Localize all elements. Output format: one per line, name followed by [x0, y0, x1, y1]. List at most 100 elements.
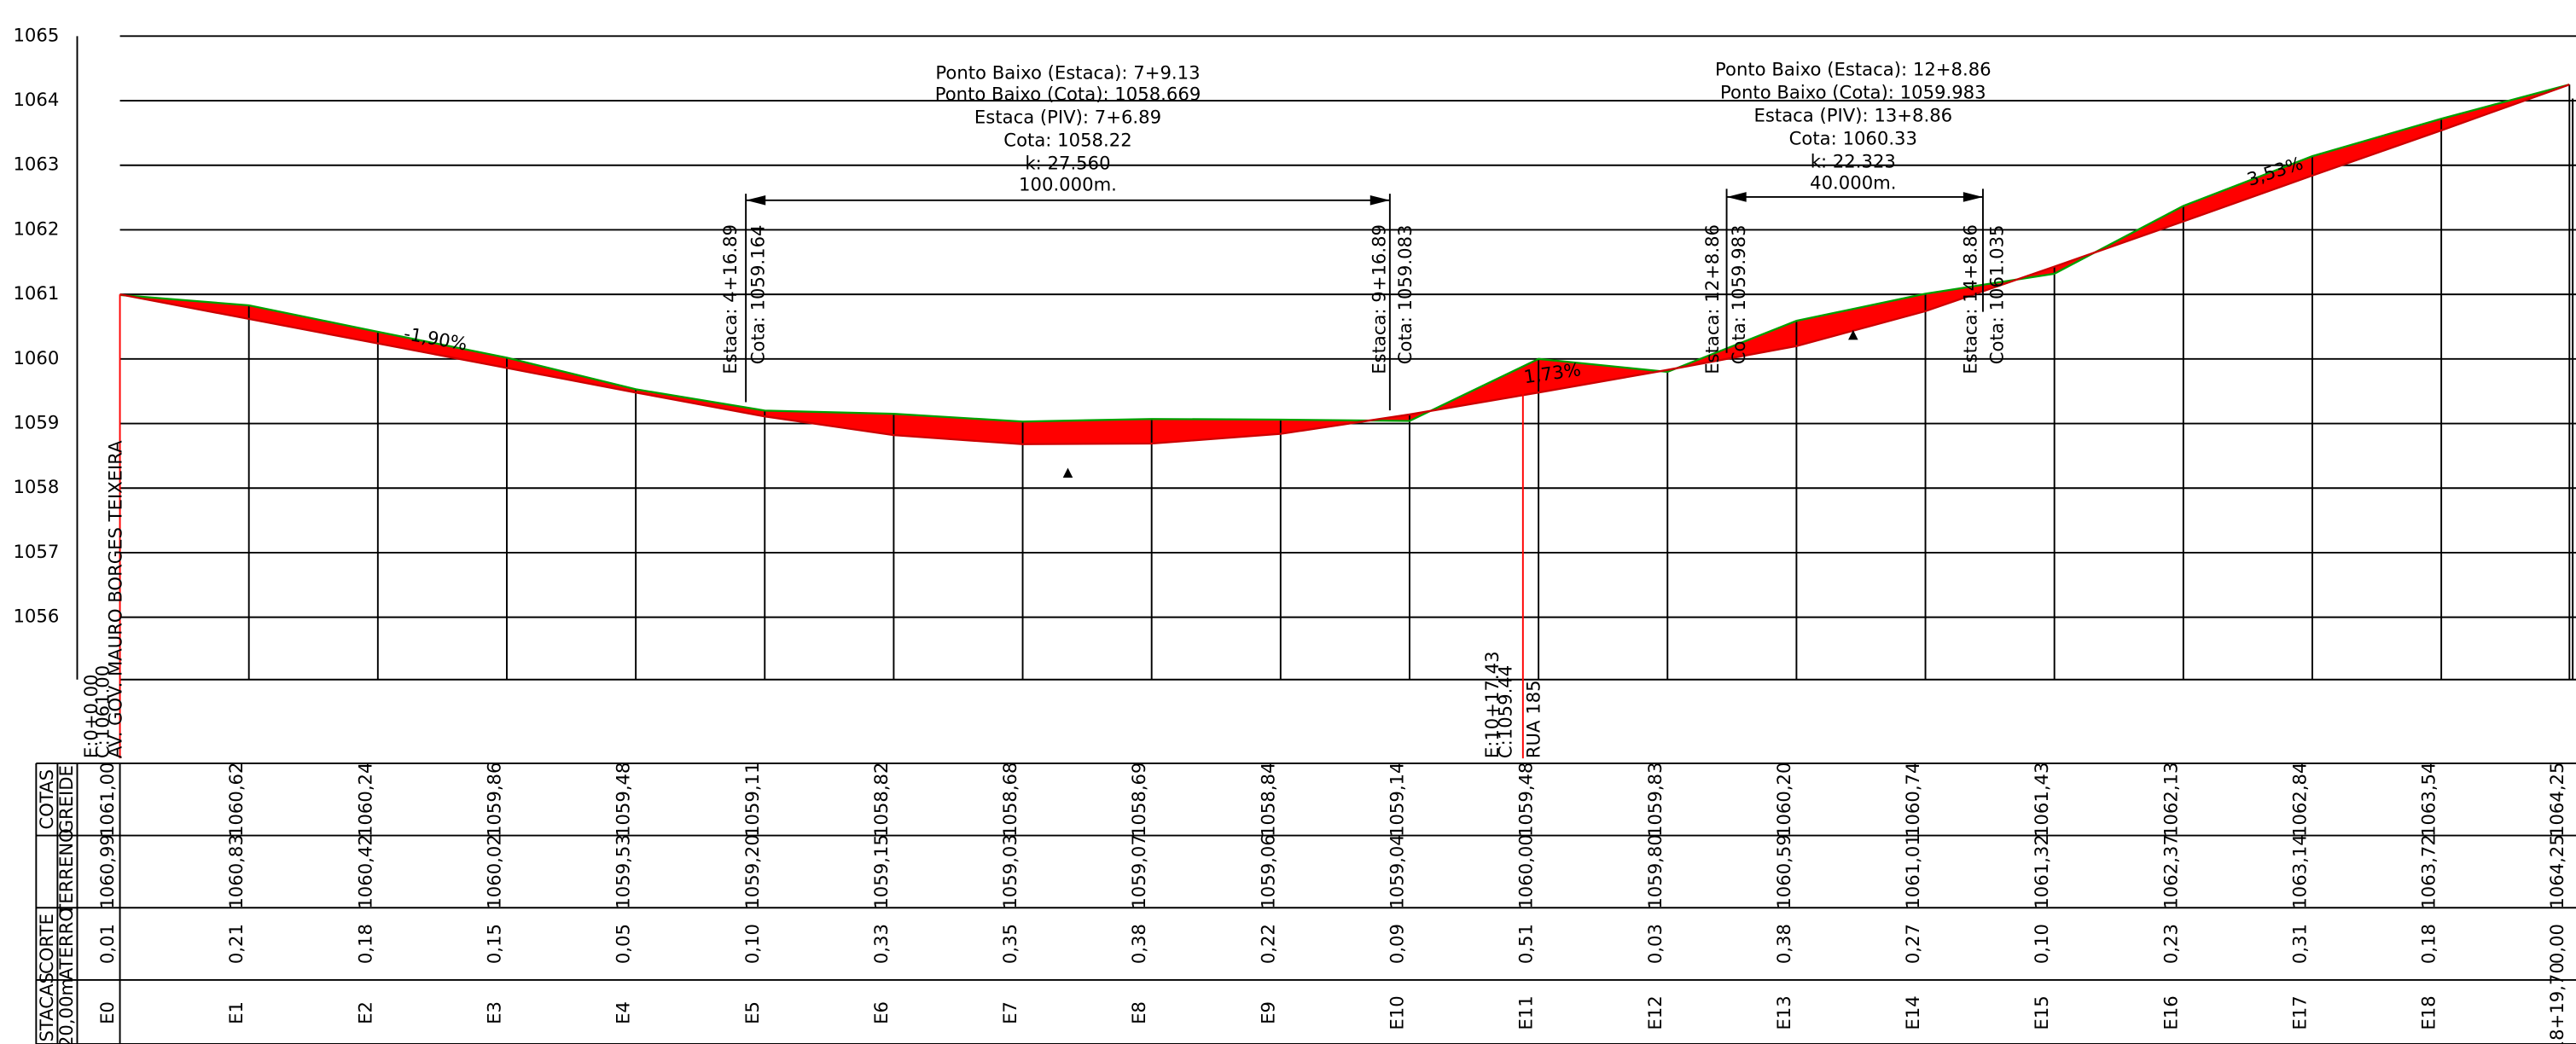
terreno-value: 1059,53 [613, 834, 634, 908]
y-tick-label: 1062 [13, 218, 59, 239]
curve-annotation: 100.000m. [1019, 173, 1117, 194]
reference-label: E:10+17.43 [1481, 651, 1503, 758]
piv-marker [1062, 467, 1073, 478]
greide-value: 1062,84 [2288, 763, 2310, 837]
cut-fill-value: 0,31 [2288, 924, 2310, 964]
greide-value: 1060,62 [225, 763, 247, 837]
station-name: E17 [2288, 995, 2310, 1030]
station-name: E0 [96, 1001, 118, 1024]
greide-value: 1061,43 [2031, 763, 2052, 837]
greide-value: 1061,00 [96, 763, 118, 837]
cut-fill-area [1151, 419, 1281, 444]
terreno-value: 1061,32 [2031, 834, 2052, 908]
y-tick-label: 1057 [13, 541, 59, 562]
greide-value: 1059,48 [1515, 763, 1537, 837]
terreno-value: 1060,02 [483, 834, 504, 908]
curve-annotation: Cota: 1060.33 [1789, 128, 1917, 149]
station-name: E12 [1644, 995, 1666, 1030]
station-name: E5 [741, 1001, 763, 1024]
terreno-value: 1060,59 [1773, 834, 1794, 908]
table-header: TERRENO [55, 828, 77, 916]
terreno-value: 1059,04 [1386, 834, 1407, 908]
station-name: E13 [1773, 995, 1794, 1030]
terreno-value: 1063,14 [2288, 834, 2310, 908]
station-label: Cota: 1059.083 [1394, 225, 1416, 365]
greide-value: 1059,14 [1386, 763, 1407, 837]
cut-fill-area [119, 294, 249, 319]
greide-value: 1060,74 [1902, 763, 1923, 837]
station-name: E2 [354, 1001, 375, 1024]
reference-label: C:1059.44 [1495, 665, 1516, 758]
terrain-line [119, 83, 2570, 423]
y-tick-label: 1058 [13, 476, 59, 497]
cut-fill-value: 0,21 [225, 924, 247, 964]
greide-value: 1064,25 [2546, 763, 2567, 837]
cut-fill-value: 0,33 [870, 924, 892, 964]
terreno-value: 1059,03 [999, 834, 1021, 908]
reference-label: AV. GOV. MAURO BORGES TEIXEIRA [105, 440, 126, 758]
grade-line [119, 84, 2570, 445]
terreno-value: 1061,01 [1902, 834, 1923, 908]
curve-annotation: Ponto Baixo (Cota): 1059.983 [1720, 82, 1986, 103]
y-tick-label: 1063 [13, 154, 59, 175]
dimension-arrow [1726, 192, 1747, 202]
terreno-value: 1060,00 [1515, 834, 1537, 908]
station-name: E16 [2160, 995, 2181, 1030]
cut-fill-value: 0,23 [2160, 924, 2181, 964]
dimension-arrow [1369, 195, 1390, 206]
cut-fill-area [377, 332, 507, 368]
station-label: Cota: 1059.164 [747, 225, 769, 365]
terreno-value: 1062,37 [2160, 834, 2181, 908]
reference-label: C:1061.00 [91, 665, 113, 758]
greide-value: 1063,54 [2418, 763, 2439, 837]
greide-value: 1058,68 [999, 763, 1021, 837]
station-name: E3 [483, 1001, 504, 1024]
station-label: Cota: 1059.983 [1728, 225, 1749, 365]
reference-label: RUA 185 [1522, 680, 1544, 758]
cut-fill-value: 0,10 [741, 924, 763, 964]
curve-annotation: Ponto Baixo (Cota): 1058.669 [935, 84, 1201, 105]
terreno-value: 1059,15 [870, 834, 892, 908]
station-name: E8 [1128, 1001, 1149, 1024]
greide-value: 1060,24 [354, 763, 375, 837]
cut-fill-value: 0,51 [1515, 924, 1537, 964]
station-name: E9 [1257, 1001, 1278, 1024]
station-label: Estaca: 12+8.86 [1701, 224, 1723, 374]
curve-annotation: Estaca (PIV): 13+8.86 [1754, 105, 1953, 126]
station-label: Cota: 1061.035 [1986, 225, 2007, 365]
cut-fill-area [248, 305, 378, 344]
curve-annotation: Ponto Baixo (Estaca): 12+8.86 [1715, 59, 1992, 80]
dimension-arrow [1963, 192, 1983, 202]
station-label: Estaca: 4+16.89 [719, 224, 741, 374]
station-name: E11 [1515, 995, 1537, 1030]
curve-annotation: 40.000m. [1810, 172, 1896, 194]
curve-annotation: k: 22.323 [1811, 151, 1896, 172]
cut-fill-area [1538, 358, 1668, 393]
greide-value: 1058,84 [1257, 763, 1278, 837]
table-header: ESTACAS [36, 972, 57, 1044]
y-tick-label: 1064 [13, 89, 59, 110]
cut-fill-area [2311, 119, 2442, 176]
cut-fill-area [1796, 293, 1926, 346]
station-name: E15 [2031, 995, 2052, 1030]
cut-fill-area [1022, 419, 1152, 444]
station-name: E6 [870, 1001, 892, 1024]
cut-fill-value: 0,01 [96, 924, 118, 964]
piv-marker [1848, 329, 1858, 340]
cut-fill-value: 0,38 [1773, 924, 1794, 964]
terreno-value: 1060,42 [354, 834, 375, 908]
cut-fill-value: 0,03 [1644, 924, 1666, 964]
greide-value: 1058,69 [1128, 763, 1149, 837]
station-name: E4 [613, 1001, 634, 1024]
terreno-value: 1059,20 [741, 834, 763, 908]
station-name: E10 [1386, 995, 1407, 1030]
station-name: E18+19,70 [2546, 962, 2567, 1044]
greide-value: 1059,86 [483, 763, 504, 837]
y-tick-label: 1059 [13, 412, 59, 433]
greide-value: 1062,13 [2160, 763, 2181, 837]
curve-annotation: Cota: 1058.22 [1003, 130, 1131, 151]
cut-fill-value: 0,35 [999, 924, 1021, 964]
terreno-value: 1059,06 [1257, 834, 1278, 908]
y-tick-label: 1065 [13, 24, 59, 45]
station-label: Estaca: 14+8.86 [1959, 224, 1980, 374]
